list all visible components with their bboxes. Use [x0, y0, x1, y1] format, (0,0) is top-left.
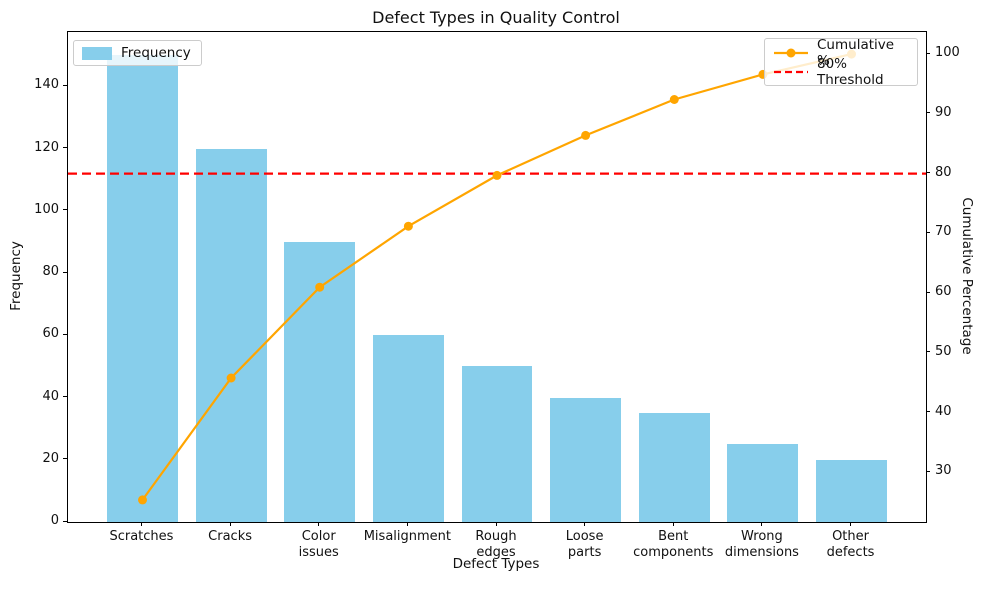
cumulative-point: [138, 495, 147, 505]
y-axis-right-tick-label: 80: [935, 164, 952, 180]
y-axis-left-tick-label: 40: [42, 388, 59, 404]
y-axis-right-tick-label: 60: [935, 284, 952, 300]
cumulative-point: [226, 373, 236, 383]
threshold-legend-label: 80% Threshold: [817, 55, 884, 88]
y-axis-left-tick-label: 60: [42, 326, 59, 342]
legend-frequency: Frequency: [73, 40, 202, 66]
y-axis-left-tick: [63, 333, 67, 335]
cumulative-point: [403, 221, 413, 231]
frequency-bar: [638, 413, 710, 522]
y-axis-left-tick: [63, 396, 67, 398]
x-axis-tick: [850, 522, 852, 526]
y-axis-left-tick-label: 100: [34, 201, 59, 217]
x-axis-tick-label: Wrong dimensions: [724, 529, 799, 561]
y-axis-left-tick: [63, 147, 67, 149]
frequency-bar: [461, 366, 533, 522]
x-axis-tick: [495, 522, 497, 526]
x-axis-tick: [229, 522, 231, 526]
frequency-bar: [550, 397, 622, 522]
y-axis-right-tick-label: 100: [935, 45, 960, 61]
x-axis-tick: [140, 522, 142, 526]
y-axis-left-tick: [63, 271, 67, 273]
frequency-bar: [195, 148, 267, 522]
y-axis-right-tick-label: 70: [935, 224, 952, 240]
y-axis-right-tick: [926, 470, 930, 472]
cumulative-point: [492, 170, 502, 180]
plot-area: [67, 31, 927, 523]
x-axis-tick: [318, 522, 320, 526]
legend-row-threshold: 80% Threshold: [773, 56, 909, 88]
y-axis-right-tick: [926, 231, 930, 233]
y-axis-right-tick-label: 30: [935, 463, 952, 479]
y-axis-left-tick: [63, 209, 67, 211]
cumulative-point: [581, 130, 591, 140]
frequency-bars: [68, 32, 926, 522]
y-axis-right-tick-label: 50: [935, 343, 952, 359]
y-axis-left-tick-label: 0: [50, 513, 59, 528]
y-axis-right-tick-label: 90: [935, 104, 952, 120]
y-axis-left-tick-label: 80: [42, 264, 59, 280]
y-axis-right-tick-label: 40: [935, 403, 952, 419]
x-axis-tick: [672, 522, 674, 526]
cumulative-line-marker-icon: [774, 48, 808, 57]
y-axis-left-tick: [63, 458, 67, 460]
y-axis-right-tick: [926, 291, 930, 293]
y-axis-right-tick: [926, 411, 930, 413]
y-axis-right-tick: [926, 52, 930, 54]
cumulative-legend-label: Cumulative %: [817, 36, 895, 69]
frequency-bar: [816, 459, 887, 522]
x-axis-tick: [761, 522, 763, 526]
frequency-legend-swatch: [82, 46, 112, 60]
legend-cumulative: Cumulative % 80% Threshold: [764, 37, 918, 88]
frequency-bar: [372, 335, 444, 522]
y-axis-right-tick: [926, 172, 930, 174]
x-axis-tick-label: Color issues: [298, 529, 339, 561]
x-axis-tick-label: Bent components: [633, 529, 714, 561]
cumulative-line: [141, 53, 852, 501]
x-axis-tick-label: Other defects: [826, 529, 875, 561]
x-axis-tick-label: Scratches: [109, 529, 174, 544]
chart-title: Defect Types in Quality Control: [372, 8, 620, 27]
x-axis-tick-label: Rough edges: [475, 529, 517, 561]
legend-row-cumulative: Cumulative %: [773, 37, 909, 69]
x-axis-tick-label: Misalignment: [363, 529, 451, 544]
frequency-bar: [107, 55, 178, 522]
y-axis-left-tick: [63, 84, 67, 86]
y-axis-left-tick-label: 20: [42, 450, 59, 466]
x-axis-tick-label: Cracks: [208, 529, 252, 544]
y-axis-left-tick-label: 120: [34, 139, 59, 155]
x-axis-title: Defect Types: [452, 556, 540, 572]
x-axis-tick: [406, 522, 408, 526]
cumulative-point: [315, 282, 325, 292]
y-axis-right-tick: [926, 351, 930, 353]
threshold-dashed-marker-icon: [774, 70, 808, 73]
y-axis-right-tick: [926, 112, 930, 114]
x-axis-tick-label: Loose parts: [565, 529, 604, 561]
x-axis-tick: [584, 522, 586, 526]
y-axis-left-tick-label: 140: [34, 77, 59, 93]
frequency-bar: [727, 444, 799, 522]
y-axis-left-tick: [63, 520, 67, 522]
cumulative-line-layer: [68, 49, 926, 505]
right-axis-title: Cumulative Percentage: [959, 197, 975, 355]
cumulative-point: [669, 95, 679, 104]
frequency-legend-label: Frequency: [121, 45, 191, 61]
